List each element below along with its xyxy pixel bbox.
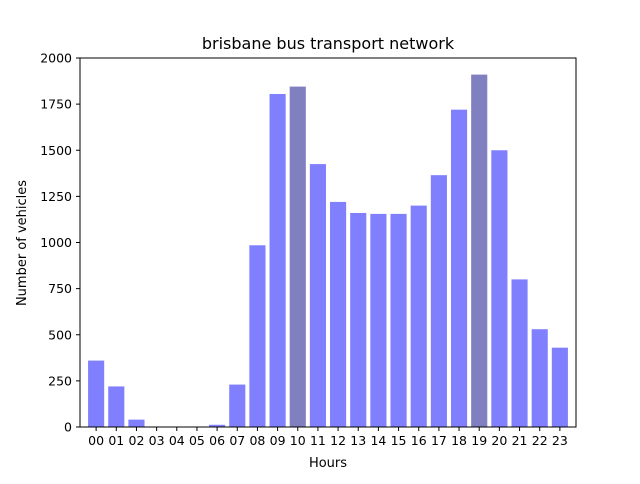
x-tick-label: 09 xyxy=(270,433,286,448)
x-tick-label: 15 xyxy=(391,433,407,448)
x-tick-label: 18 xyxy=(451,433,467,448)
x-axis-label: Hours xyxy=(309,456,347,471)
x-tick-label: 20 xyxy=(491,433,507,448)
bar-hour-13 xyxy=(350,212,367,427)
bar-hour-06 xyxy=(209,424,226,427)
bar-hour-01 xyxy=(108,386,125,427)
x-tick-label: 01 xyxy=(108,433,124,448)
bar-hour-09 xyxy=(269,93,286,427)
bar-hour-08 xyxy=(249,245,266,427)
y-tick-label: 750 xyxy=(48,281,72,296)
x-tick-label: 00 xyxy=(88,433,104,448)
x-tick-label: 07 xyxy=(229,433,245,448)
y-tick-label: 500 xyxy=(48,327,72,342)
x-tick-label: 14 xyxy=(370,433,386,448)
bar-hour-21 xyxy=(511,279,528,427)
bar-hour-14 xyxy=(370,213,387,427)
bar-hour-16 xyxy=(410,205,427,427)
y-tick-label: 2000 xyxy=(40,51,72,66)
y-axis-label: Number of vehicles xyxy=(15,180,30,306)
x-tick-label: 10 xyxy=(290,433,306,448)
y-tick-label: 250 xyxy=(48,373,72,388)
x-tick-label: 17 xyxy=(431,433,447,448)
bar-hour-00 xyxy=(88,360,105,427)
y-tick-label: 1000 xyxy=(40,235,72,250)
bar-hour-19 xyxy=(471,74,488,427)
bar-hour-07 xyxy=(229,384,246,427)
x-tick-label: 19 xyxy=(471,433,487,448)
bar-hour-20 xyxy=(491,150,508,427)
x-tick-label: 16 xyxy=(411,433,427,448)
x-tick-label: 12 xyxy=(330,433,346,448)
bar-hour-11 xyxy=(309,164,326,427)
x-tick-label: 05 xyxy=(189,433,205,448)
chart-title: brisbane bus transport network xyxy=(202,34,455,53)
bar-hour-02 xyxy=(128,419,145,427)
x-ticks-group: 00 01 02 03 04 05 06 07 08 09 10 11 12 13 14 15 16 17 18 19… xyxy=(88,427,568,448)
bar-hour-12 xyxy=(330,201,347,427)
x-tick-label: 04 xyxy=(169,433,185,448)
y-tick-label: 1750 xyxy=(40,97,72,112)
y-tick-label: 1500 xyxy=(40,143,72,158)
x-tick-label: 06 xyxy=(209,433,225,448)
bars-group xyxy=(88,74,568,427)
y-tick-label: 0 xyxy=(64,420,72,435)
y-tick-label: 1250 xyxy=(40,189,72,204)
bar-hour-18 xyxy=(450,109,468,427)
x-tick-label: 03 xyxy=(149,433,165,448)
x-tick-label: 08 xyxy=(249,433,265,448)
plot-frame xyxy=(79,57,577,428)
bar-hour-17 xyxy=(430,175,447,427)
x-tick-label: 21 xyxy=(512,433,528,448)
bar-hour-23 xyxy=(551,347,568,427)
x-tick-label: 22 xyxy=(532,433,548,448)
x-tick-label: 11 xyxy=(310,433,326,448)
x-tick-label: 23 xyxy=(552,433,568,448)
x-tick-label: 02 xyxy=(129,433,145,448)
x-tick-label: 13 xyxy=(350,433,366,448)
bar-hour-22 xyxy=(531,329,548,427)
y-ticks-group: 0 250 500 750 1000 1250 1500 1750 2000 xyxy=(40,51,80,435)
bar-hour-15 xyxy=(390,213,407,427)
bar-hour-10 xyxy=(289,86,306,427)
